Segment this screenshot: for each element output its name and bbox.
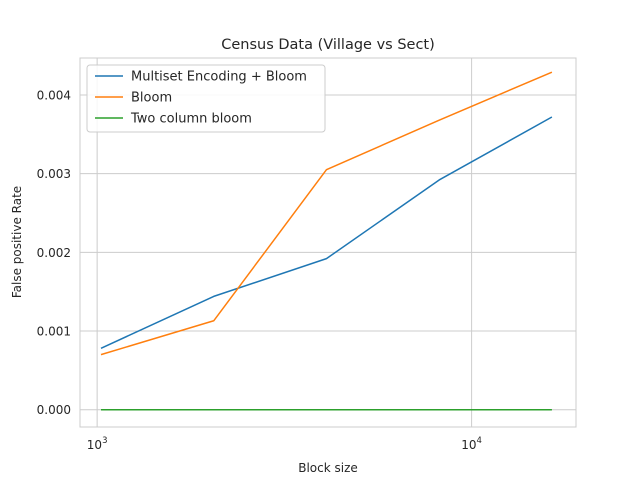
x-tick-exponent: 3 bbox=[102, 436, 107, 446]
y-tick-label: 0.003 bbox=[37, 167, 71, 181]
x-tick-base: 10 bbox=[461, 438, 476, 452]
legend-label: Two column bloom bbox=[130, 112, 252, 127]
x-tick-base: 10 bbox=[87, 438, 102, 452]
legend-label: Multiset Encoding + Bloom bbox=[131, 70, 307, 85]
legend-box bbox=[86, 64, 326, 133]
chart-title: Census Data (Village vs Sect) bbox=[221, 37, 435, 53]
y-tick-labels: 0.000 0.001 0.002 0.003 0.004 bbox=[37, 88, 71, 417]
y-tick-label: 0.000 bbox=[37, 403, 71, 417]
y-tick-label: 0.002 bbox=[37, 246, 71, 260]
plot-frame bbox=[79, 57, 577, 428]
series-line-bloom bbox=[100, 71, 553, 356]
x-tick-exponent: 4 bbox=[477, 436, 482, 446]
y-axis-label: False positive Rate bbox=[10, 186, 24, 298]
legend-label: Bloom bbox=[131, 91, 172, 106]
x-axis-label: Block size bbox=[298, 461, 358, 475]
x-tick-label: 103 bbox=[87, 436, 108, 452]
legend: Multiset Encoding + Bloom Bloom Two column… bbox=[86, 64, 326, 133]
y-tick-label: 0.001 bbox=[37, 325, 71, 339]
y-tick-label: 0.004 bbox=[37, 88, 71, 102]
series-line-multiset-encoding-bloom bbox=[100, 116, 553, 350]
x-tick-labels: 103 104 bbox=[87, 436, 482, 452]
series-lines bbox=[100, 71, 553, 411]
x-tick-label: 104 bbox=[461, 436, 482, 452]
